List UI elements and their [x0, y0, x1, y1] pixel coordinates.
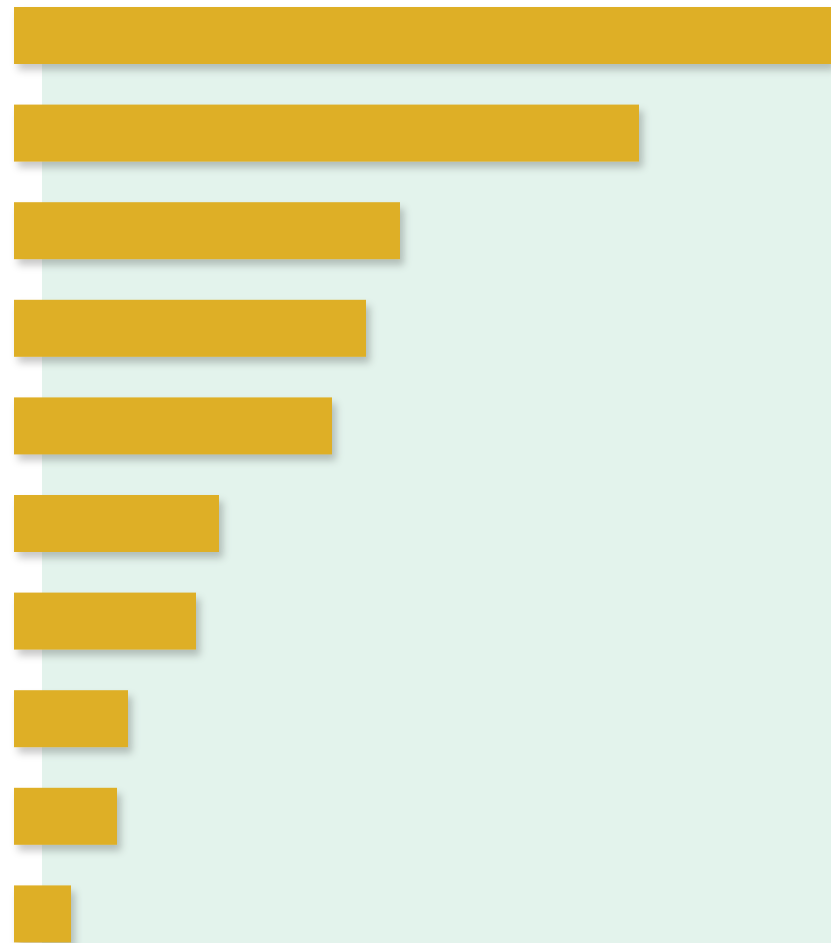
bar-1 [14, 7, 831, 64]
bar-4 [14, 299, 366, 357]
bar-2 [14, 104, 639, 162]
bar-3 [14, 202, 400, 260]
bar-6 [14, 495, 219, 552]
bar-5 [14, 397, 332, 455]
bar-7 [14, 592, 196, 650]
bars-group [14, 7, 831, 943]
plot-background [42, 8, 831, 943]
bar-9 [14, 787, 117, 845]
bar-8 [14, 690, 128, 748]
bar-10 [14, 885, 71, 943]
